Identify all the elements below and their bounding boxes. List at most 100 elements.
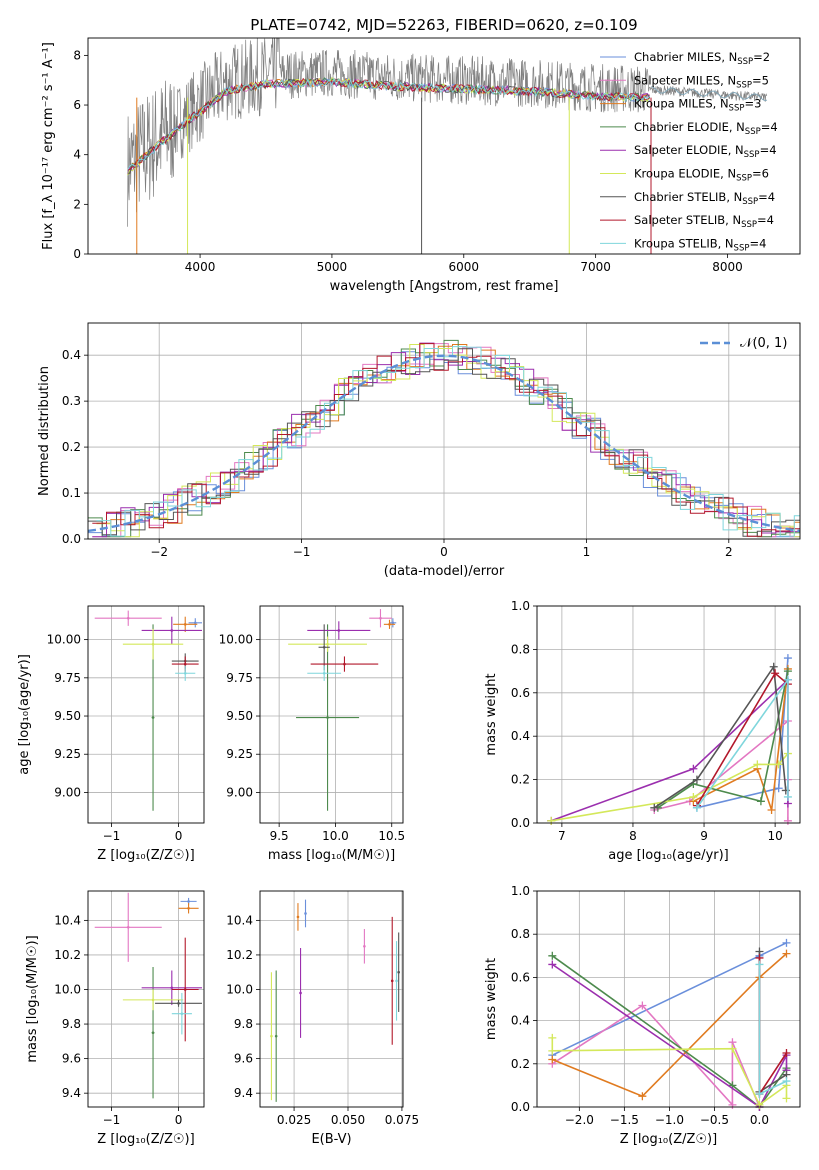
mass_vs_Z-xtick-label-1: 0 — [175, 1113, 183, 1127]
spectrum-model-line-6 — [127, 77, 651, 174]
legend-tail-3: =4 — [761, 120, 778, 134]
weight_vs_age-xtick-label-2: 9 — [700, 829, 708, 843]
spectrum-ytick-label-0: 0 — [73, 247, 81, 261]
spectrum-legend: Chabrier MILES, NSSP=2 Salpeter MILES, NS… — [600, 50, 778, 253]
mass_vs_ebv-point-2 — [296, 915, 300, 919]
residual-hist-1 — [92, 343, 800, 538]
weight_vs_Z-marker-2-0 — [548, 1055, 557, 1064]
weight_vs_age-xtick-label-3: 10 — [767, 829, 782, 843]
legend-label-5: Kroupa ELODIE, NSSP=6 — [634, 167, 769, 184]
age_vs_Z-ytick-label-2: 9.50 — [54, 709, 81, 723]
mass_vs_ebv-xtick-label-1: 0.050 — [331, 1113, 365, 1127]
mass_vs_ebv-grid — [260, 891, 403, 1107]
age_vs_Z-ylabel: age [log₁₀(age/yr)] — [17, 654, 32, 775]
weight_vs_age-marker-6-2 — [769, 662, 778, 671]
weight_vs_Z-xtick-label-0: −2.0 — [565, 1113, 594, 1127]
weight_vs_Z-marker-8-0 — [755, 960, 764, 969]
mass_vs_ebv-ytick-label-4: 10.2 — [226, 948, 253, 962]
mass_vs_ebv-point-5 — [270, 1034, 273, 1038]
mass_vs_Z-xlabel: Z [log₁₀(Z/Z☉)] — [97, 1132, 194, 1147]
mass_vs_Z-point-7 — [183, 988, 187, 991]
spectrum-model-line-8 — [127, 77, 651, 170]
weight_vs_Z-marker-5-1 — [548, 1046, 557, 1055]
weight_vs_Z-ytick-label-3: 0.6 — [511, 970, 530, 984]
legend-label-7: Salpeter STELIB, NSSP=4 — [634, 213, 774, 230]
weight_vs_Z-marker-3-0 — [548, 951, 557, 960]
legend-label-4: Salpeter ELODIE, NSSP=4 — [634, 143, 777, 160]
residuals-xtick-label-3: 1 — [583, 545, 591, 559]
residual-hist-2 — [96, 344, 800, 529]
weight_vs_age-ytick-label-4: 0.8 — [511, 642, 530, 656]
spectrum-ytick-label-1: 2 — [73, 197, 81, 211]
weight_vs_age-marker-8-1 — [783, 675, 792, 684]
age_vs_Z-point-1 — [126, 616, 130, 620]
age_vs_mass-ytick-label-1: 9.25 — [226, 747, 253, 761]
weight_vs_age-marker-3-2 — [756, 797, 765, 806]
age_vs_Z-point-3 — [151, 716, 155, 719]
weight_vs_Z-marker-2-3 — [782, 949, 791, 958]
legend-sub-3: SSP — [745, 127, 761, 137]
weight_vs_Z-marker-5-3 — [755, 1100, 764, 1109]
spectrum-ytick-label-2: 4 — [73, 148, 81, 162]
weight_vs_Z-marker-0-2 — [782, 938, 791, 947]
weight_vs_age-marker-8-0 — [692, 803, 701, 812]
mass_vs_ebv-ytick-label-3: 10.0 — [226, 982, 253, 996]
weight_vs_age-marker-1-4 — [783, 816, 792, 825]
weight_vs_Z-marker-4-0 — [548, 960, 557, 969]
legend-tail-1: =5 — [752, 73, 769, 87]
age_vs_mass-point-0 — [391, 621, 395, 625]
legend-sub-4: SSP — [744, 150, 760, 160]
spectrum-xtick-label-2: 6000 — [449, 260, 480, 274]
weight_vs_age-ytick-label-5: 1.0 — [511, 599, 530, 613]
weight_vs_age-ylabel: mass weight — [484, 673, 499, 755]
legend-sub-0: SSP — [737, 57, 753, 67]
weight_vs_age-marker-4-1 — [689, 764, 698, 773]
legend-tail-6: =4 — [758, 190, 775, 204]
legend-sub-7: SSP — [741, 220, 757, 230]
mass_vs_ebv-frame — [259, 890, 404, 1108]
age_vs_Z-ytick-label-4: 10.00 — [47, 633, 81, 647]
age_vs_mass-point-1 — [379, 616, 382, 620]
residual-hist-4 — [92, 342, 800, 538]
mass_vs_Z-ytick-label-4: 10.2 — [54, 948, 81, 962]
age_vs_mass-ytick-label-4: 10.00 — [219, 633, 253, 647]
residual-hist-7 — [92, 343, 800, 537]
age_vs_mass-xtick-label-0: 9.5 — [270, 829, 289, 843]
mass_vs_Z-point-6 — [177, 1002, 180, 1005]
weight_vs_Z-ytick-label-4: 0.8 — [511, 927, 530, 941]
age_vs_mass-point-8 — [322, 671, 326, 675]
residual-hist-8 — [96, 346, 800, 537]
spectrum-tail-line — [650, 86, 768, 101]
residual-legend-label: 𝒩(0, 1) — [740, 336, 787, 351]
spectrum-model-line-4 — [127, 77, 651, 175]
spectrum-panel: 4000 5000 6000 7000 8000 0 2 4 6 8 wavelength [Ang… — [41, 37, 801, 294]
mass_vs_ebv-point-7 — [390, 979, 394, 983]
legend-label-0: Chabrier MILES, NSSP=2 — [634, 50, 770, 67]
age_vs_Z-point-2 — [183, 623, 187, 626]
weight_vs_age-marker-7-1 — [771, 669, 780, 678]
weight_vs_Z-marker-5-2 — [728, 1044, 737, 1053]
mass_vs_ebv-point-4 — [299, 991, 302, 995]
residuals-panel: −2 −1 0 1 2 0.0 0.1 0.2 0.3 0.4 (data-model)/error… — [37, 322, 801, 579]
mass_vs_ebv-point-1 — [363, 944, 366, 948]
weight_vs_age-marker-0-1 — [774, 784, 783, 793]
age_vs_Z-point-8 — [183, 671, 187, 675]
mass_vs_Z-point-2 — [187, 906, 190, 910]
mass_vs_Z-point-0 — [187, 900, 190, 903]
weight_vs_Z-ytick-label-1: 0.2 — [511, 1057, 530, 1071]
weight_vs_Z-marker-1-1 — [638, 1001, 647, 1010]
spectrum-xtick-label-0: 4000 — [185, 260, 216, 274]
weight_vs_Z-marker-5-0 — [548, 1033, 557, 1042]
residuals-xtick-label-0: −2 — [150, 545, 168, 559]
age_vs_Z-xtick-label-1: 0 — [175, 829, 183, 843]
age_vs_Z-point-5 — [151, 642, 155, 646]
mass_vs_ebv-xlabel: E(B-V) — [311, 1132, 351, 1147]
weight_vs_age-series-6 — [653, 664, 787, 809]
age_vs_mass-grid — [260, 606, 403, 823]
mass_vs_ebv-ytick-label-1: 9.6 — [234, 1052, 253, 1066]
weight_vs_age-marker-2-2 — [767, 805, 776, 814]
age-vs-mass-panel: 9.5 10.0 10.5 9.00 9.25 9.50 9.75 10.00 mass [lo… — [219, 605, 405, 863]
residuals-ytick-label-1: 0.1 — [62, 486, 81, 500]
mass_vs_Z-point-8 — [180, 1012, 184, 1015]
weight_vs_age-marker-6-1 — [692, 775, 701, 784]
